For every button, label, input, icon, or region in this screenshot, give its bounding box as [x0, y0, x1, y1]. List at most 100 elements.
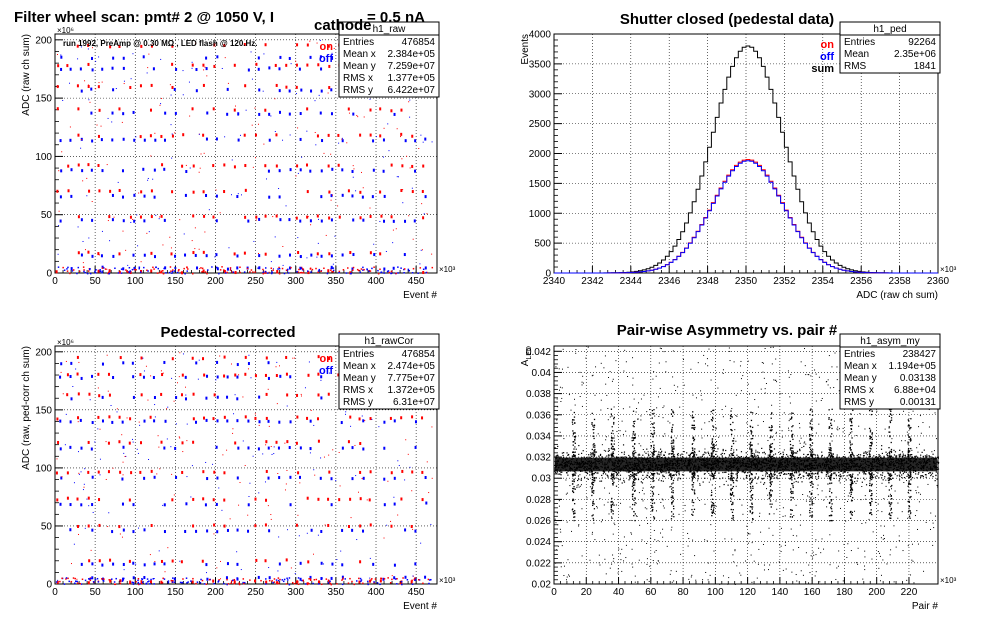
point-band	[884, 476, 886, 478]
point-scatter	[215, 379, 217, 381]
point-scatter	[274, 236, 276, 238]
point-on	[150, 44, 153, 48]
y-tick-label: 150	[35, 94, 52, 105]
point-scatter	[229, 518, 231, 520]
point-band	[745, 452, 747, 454]
point-band	[607, 476, 609, 478]
point-baseline	[356, 268, 359, 271]
point-on	[274, 63, 277, 67]
point-on	[347, 107, 350, 111]
point-background	[611, 516, 613, 518]
point-background	[864, 556, 866, 558]
point-background	[703, 354, 705, 356]
point-baseline	[288, 583, 291, 586]
point-baseline	[308, 582, 310, 585]
point-on	[119, 356, 122, 360]
point-off	[102, 577, 105, 581]
point-baseline	[190, 580, 192, 582]
point-baseline	[123, 577, 125, 580]
point-baseline	[62, 266, 64, 269]
point-off	[310, 89, 313, 93]
point-background	[815, 400, 817, 402]
point-on	[275, 133, 278, 137]
point-scatter	[342, 577, 344, 579]
point-baseline	[313, 578, 316, 581]
point-baseline	[201, 271, 203, 273]
point-scatter	[171, 377, 173, 379]
point-off	[111, 111, 114, 115]
point-on	[118, 415, 121, 419]
point-scatter	[137, 245, 139, 247]
point-baseline	[76, 582, 79, 584]
point-band	[805, 455, 807, 458]
point-on	[264, 523, 267, 527]
point-scatter	[98, 56, 100, 58]
point-band	[584, 471, 586, 473]
point-background	[711, 489, 713, 491]
point-on	[295, 441, 298, 445]
point-on	[88, 189, 91, 193]
point-scatter	[237, 114, 239, 116]
point-background	[629, 506, 631, 508]
point-band	[578, 453, 580, 455]
point-baseline	[213, 582, 215, 585]
point-background	[631, 548, 633, 550]
point-on	[202, 190, 205, 194]
point-scatter	[242, 440, 244, 442]
point-scatter	[95, 60, 97, 62]
point-scatter	[82, 180, 84, 182]
point-baseline	[232, 579, 234, 582]
point-band	[821, 455, 823, 457]
point-background	[740, 390, 742, 392]
point-background	[632, 384, 634, 386]
x-tick-label: 180	[836, 587, 853, 598]
point-scatter	[89, 399, 91, 401]
point-off	[404, 219, 407, 223]
point-background	[847, 543, 849, 545]
point-background	[557, 455, 559, 457]
point-background	[810, 555, 812, 557]
point-background	[863, 451, 865, 453]
point-off	[122, 445, 125, 449]
point-background	[748, 475, 750, 477]
point-baseline	[107, 271, 110, 274]
point-background	[623, 560, 625, 562]
point-scatter	[89, 101, 91, 103]
point-baseline	[341, 583, 344, 586]
point-off	[163, 446, 166, 450]
point-band	[878, 477, 880, 479]
point-baseline	[418, 579, 421, 581]
point-on	[150, 83, 153, 87]
x-tick-label: 40	[613, 587, 625, 598]
point-background	[640, 419, 642, 421]
point-background	[817, 494, 819, 496]
point-on	[171, 498, 174, 502]
point-baseline	[217, 581, 219, 583]
point-baseline	[70, 580, 73, 583]
point-off	[268, 195, 271, 199]
point-scatter	[77, 226, 79, 228]
point-on	[109, 189, 112, 193]
point-background	[555, 562, 557, 564]
point-baseline	[414, 579, 416, 582]
point-on	[140, 441, 143, 445]
point-scatter	[248, 354, 250, 356]
point-baseline	[169, 266, 172, 268]
point-baseline	[75, 580, 77, 582]
point-off	[111, 66, 114, 70]
point-band	[589, 474, 591, 476]
point-off	[331, 167, 334, 171]
point-background	[813, 554, 815, 556]
point-background	[788, 376, 790, 378]
point-baseline	[302, 579, 305, 582]
point-background	[615, 504, 617, 506]
y-tick-label: 0.032	[526, 453, 551, 464]
point-on	[306, 190, 309, 194]
point-scatter	[297, 514, 299, 516]
point-off	[288, 89, 291, 93]
point-background	[559, 431, 561, 433]
point-scatter	[117, 181, 119, 183]
point-on	[87, 163, 90, 167]
point-off	[122, 361, 125, 365]
point-on	[359, 216, 362, 220]
